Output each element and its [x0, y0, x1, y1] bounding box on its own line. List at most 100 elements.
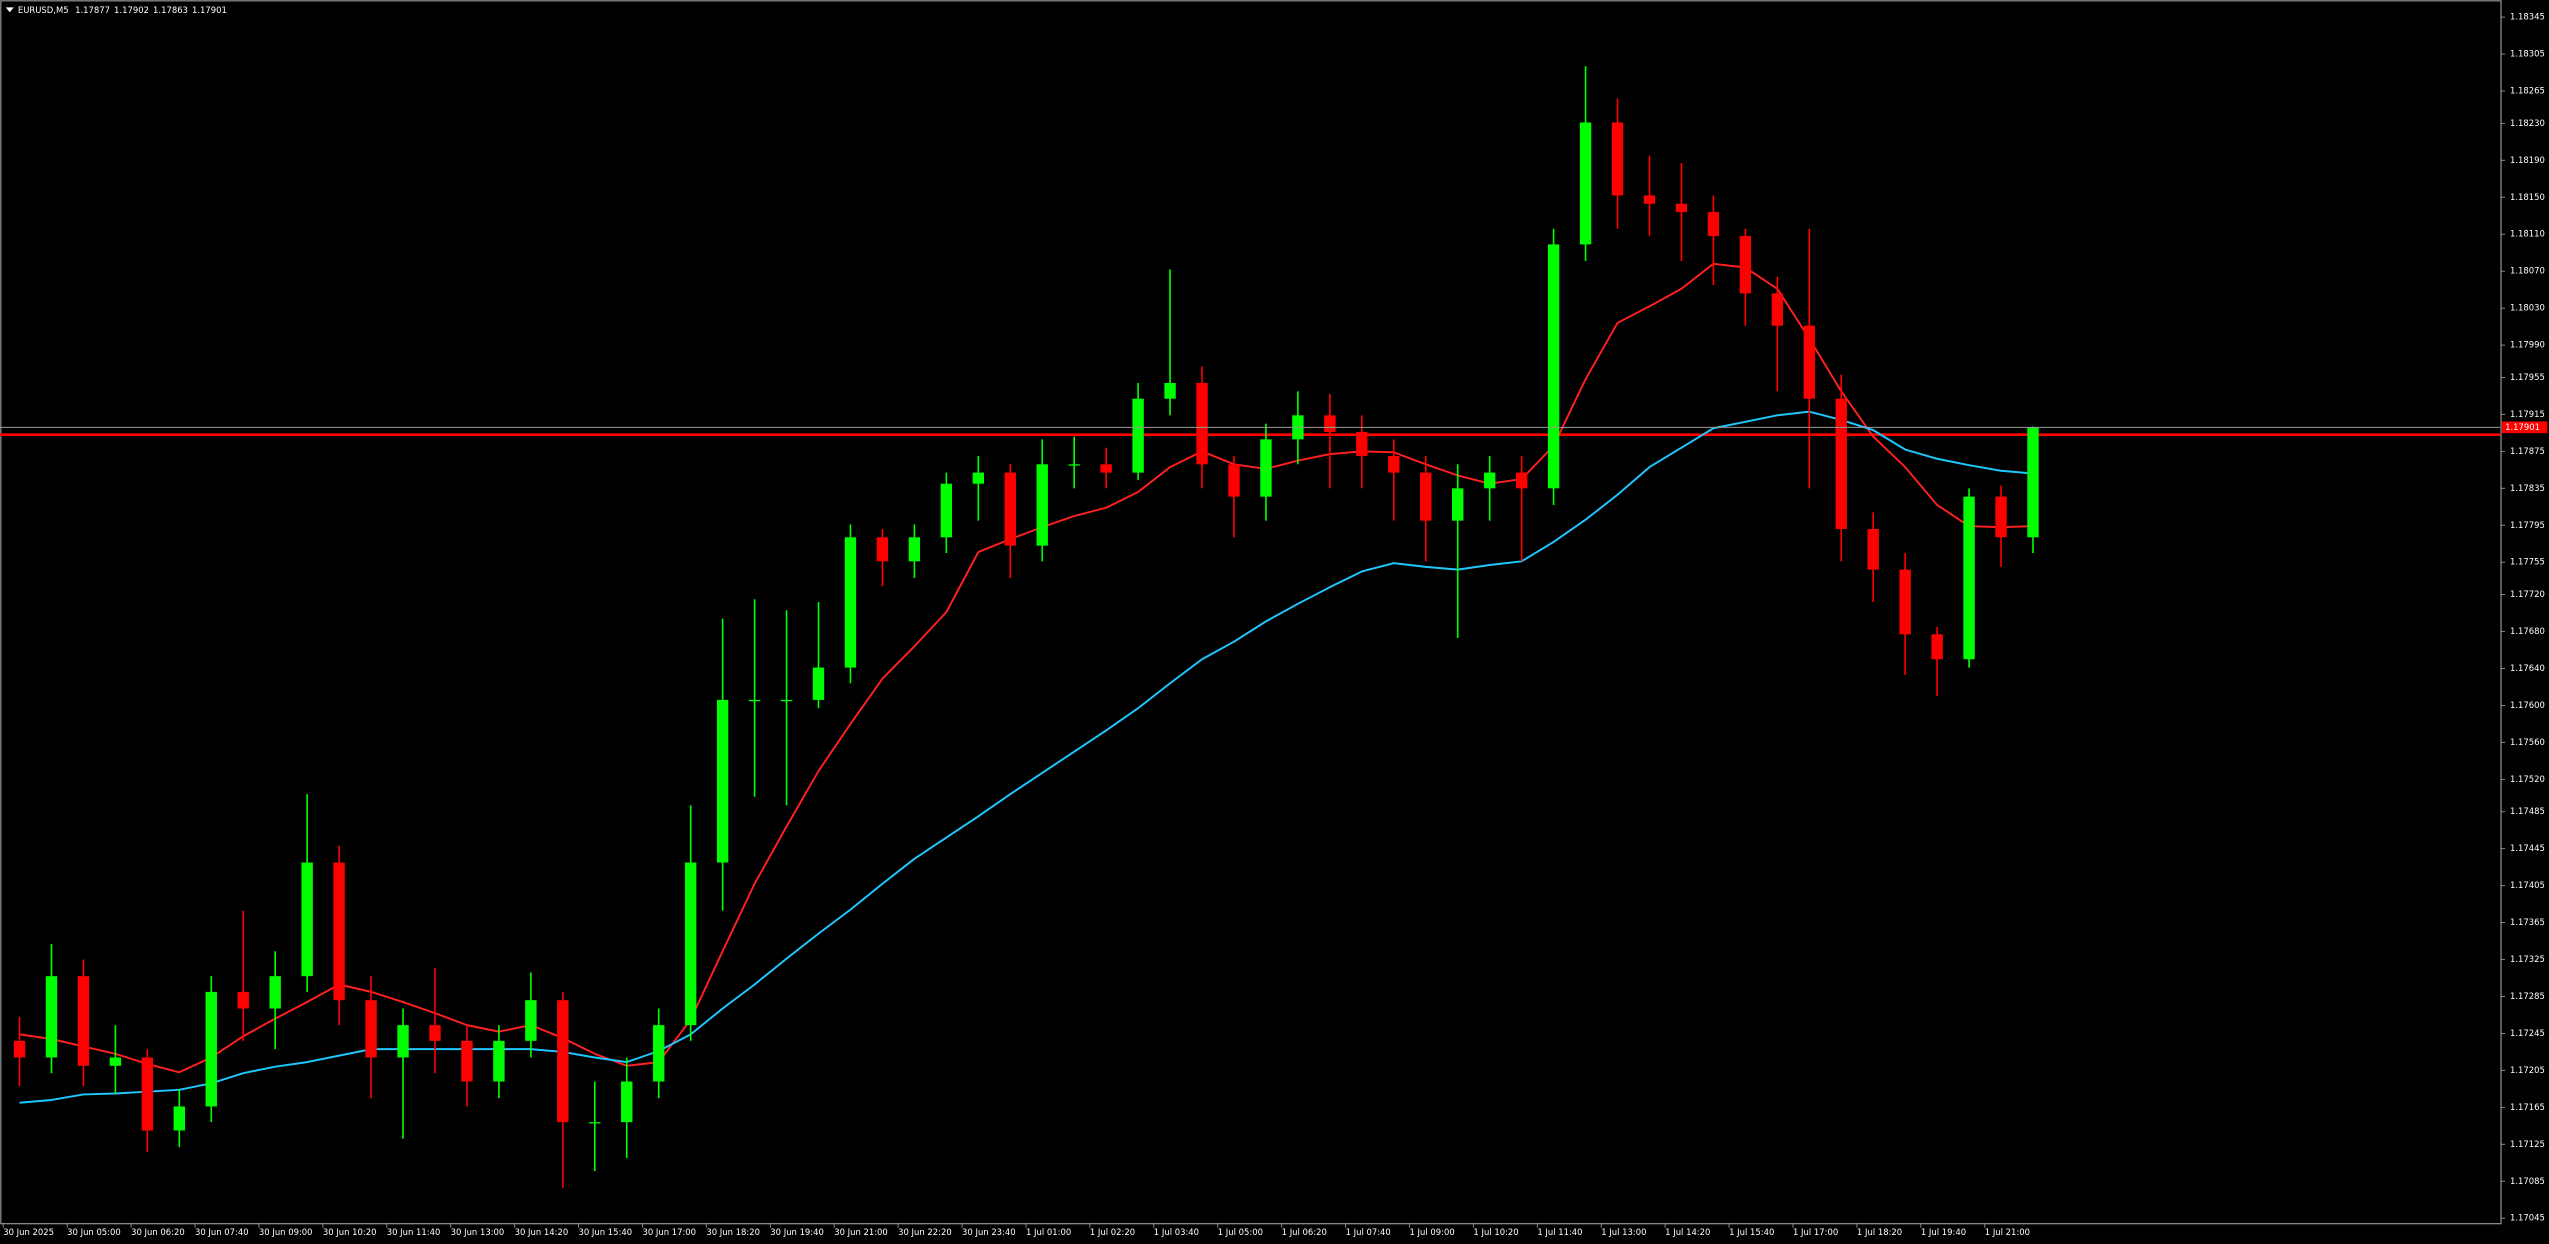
candle-body — [653, 1025, 665, 1082]
x-tick-label: 30 Jun 21:00 — [834, 1227, 888, 1237]
symbol: EURUSD,M5 — [18, 5, 69, 15]
y-tick-label: 1.17485 — [2510, 806, 2545, 816]
candle-body — [2027, 427, 2039, 538]
x-tick-label: 30 Jun 11:40 — [387, 1227, 441, 1237]
candle-body — [940, 483, 953, 538]
y-tick-label: 1.18150 — [2510, 192, 2545, 202]
y-tick-label: 1.17835 — [2510, 483, 2545, 493]
axis-layer: 1.18345 1.18305 1.18265 1.18230 1.18190 1.181… — [2, 12, 2548, 1237]
candle-layer — [0, 66, 2501, 1188]
y-tick-label: 1.17955 — [2510, 372, 2545, 382]
candle-body — [1164, 382, 1176, 399]
x-tick-label: 1 Jul 17:00 — [1793, 1227, 1838, 1237]
x-tick-label: 30 Jun 05:00 — [67, 1227, 121, 1237]
candle-body — [269, 976, 281, 1009]
plot-frame — [0, 0, 2502, 1225]
x-tick-label: 1 Jul 15:40 — [1729, 1227, 1774, 1237]
y-tick-label: 1.18230 — [2510, 118, 2545, 128]
y-tick-label: 1.17990 — [2510, 340, 2545, 350]
x-tick-label: 30 Jun 15:40 — [579, 1227, 633, 1237]
current-price-box — [2501, 421, 2548, 434]
candle-body — [1388, 455, 1400, 473]
x-tick-label: 1 Jul 02:20 — [1090, 1227, 1135, 1237]
candle-body — [429, 1025, 441, 1041]
y-tick-label: 1.17560 — [2510, 737, 2545, 747]
y-tick-label: 1.18265 — [2510, 86, 2545, 96]
candle-body — [1483, 472, 1496, 489]
x-tick-label: 30 Jun 07:40 — [195, 1227, 249, 1237]
x-tick-label: 30 Jun 10:20 — [323, 1227, 377, 1237]
x-tick-label: 30 Jun 14:20 — [515, 1227, 569, 1237]
candle-body — [1899, 569, 1911, 635]
candle-body — [972, 472, 984, 484]
x-tick-label: 30 Jun 09:00 — [259, 1227, 313, 1237]
x-tick-label: 30 Jun 19:40 — [770, 1227, 824, 1237]
candle-body — [716, 699, 729, 863]
symbol-menu-icon[interactable] — [5, 7, 14, 13]
x-tick-label: 1 Jul 21:00 — [1985, 1227, 2030, 1237]
y-tick-label: 1.18070 — [2510, 266, 2545, 276]
candle-body — [77, 976, 90, 1066]
y-tick-label: 1.17405 — [2510, 880, 2545, 890]
candle-body — [237, 991, 249, 1009]
moving-average-line — [19, 410, 2034, 1104]
header-open: 1.17877 — [75, 5, 110, 15]
candle-body — [205, 991, 217, 1107]
candle-body — [493, 1040, 505, 1082]
candle-body — [1579, 122, 1592, 245]
current-price-label: 1.17901 — [2505, 422, 2540, 432]
candle-body — [1867, 528, 1879, 570]
candle-body — [1739, 236, 1752, 294]
y-tick-label: 1.17325 — [2510, 954, 2545, 964]
candle-body — [1835, 398, 1847, 529]
candle-body — [1420, 472, 1432, 521]
y-tick-label: 1.17755 — [2510, 557, 2545, 567]
y-tick-label: 1.17600 — [2510, 700, 2545, 710]
x-tick-label: 1 Jul 13:00 — [1601, 1227, 1646, 1237]
candle-body — [461, 1040, 473, 1082]
y-tick-label: 1.17165 — [2510, 1102, 2545, 1112]
candle-body — [173, 1106, 185, 1131]
x-tick-label: 1 Jul 10:20 — [1473, 1227, 1518, 1237]
x-tick-label: 1 Jul 11:40 — [1537, 1227, 1582, 1237]
candle-body — [557, 1000, 569, 1123]
candle-body — [301, 862, 313, 977]
candle-body — [1100, 464, 1112, 473]
y-tick-label: 1.17365 — [2510, 917, 2545, 927]
candle-body — [45, 976, 58, 1058]
candle-body — [589, 1122, 601, 1124]
candle-body — [812, 667, 825, 700]
candle-body — [1004, 472, 1016, 546]
candle-body — [844, 537, 857, 668]
candle-body — [141, 1057, 154, 1131]
y-tick-label: 1.18190 — [2510, 155, 2545, 165]
x-tick-label: 30 Jun 18:20 — [706, 1227, 760, 1237]
moving-average-line — [19, 262, 2034, 1074]
x-tick-label: 30 Jun 17:00 — [642, 1227, 696, 1237]
candle-body — [1547, 244, 1560, 489]
indicator-layer — [0, 262, 2501, 1104]
candle-body — [1228, 464, 1240, 497]
y-tick-label: 1.17640 — [2510, 663, 2545, 673]
y-tick-label: 1.17285 — [2510, 991, 2545, 1001]
candle-body — [876, 537, 889, 562]
candle-body — [1803, 325, 1815, 399]
y-tick-label: 1.18305 — [2510, 49, 2545, 59]
candle-body — [1356, 431, 1368, 456]
x-tick-label: 30 Jun 13:00 — [451, 1227, 505, 1237]
y-tick-label: 1.17205 — [2510, 1065, 2545, 1075]
candle-body — [1771, 293, 1783, 326]
candle-body — [621, 1081, 633, 1123]
candle-body — [1515, 472, 1528, 489]
y-tick-label: 1.17125 — [2510, 1139, 2545, 1149]
candle-body — [109, 1057, 122, 1066]
header-close: 1.17901 — [192, 5, 227, 15]
candle-body — [1675, 203, 1688, 213]
candle-body — [333, 862, 345, 1001]
x-tick-label: 1 Jul 09:00 — [1409, 1227, 1454, 1237]
header-low: 1.17863 — [153, 5, 188, 15]
y-tick-label: 1.18030 — [2510, 303, 2545, 313]
candle-body — [1452, 488, 1464, 521]
